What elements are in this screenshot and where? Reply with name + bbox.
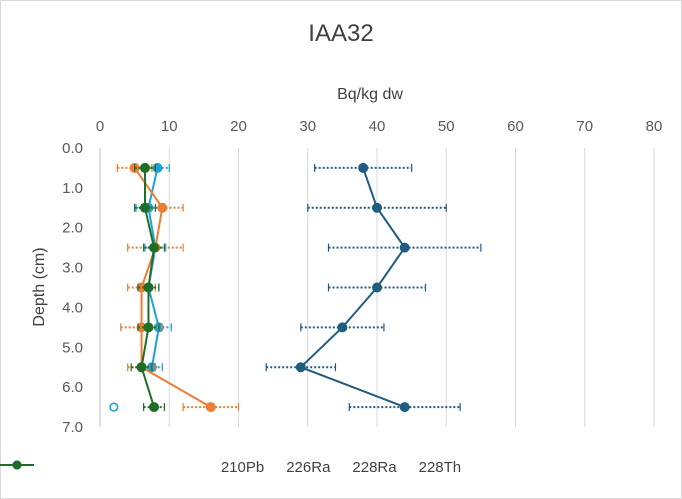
y-tick-label: 5.0 [62,339,83,356]
x-tick-label: 70 [576,118,593,135]
x-tick-label: 80 [646,118,663,135]
data-point-210pb [358,162,369,173]
data-point-228th [149,242,160,253]
data-point-228th [143,322,154,333]
x-tick-label: 10 [161,118,178,135]
y-tick-label: 0.0 [62,140,83,157]
data-point-228ra [205,402,216,413]
y-tick-label: 2.0 [62,220,83,237]
legend-label: 226Ra [286,459,331,476]
data-point-228th [149,402,160,413]
y-tick-label: 7.0 [62,419,83,436]
y-tick-label: 1.0 [62,180,83,197]
x-tick-label: 40 [369,118,386,135]
y-tick-label: 3.0 [62,260,83,277]
data-point-228th [140,202,151,213]
data-point-210pb [337,322,348,333]
data-point-210pb [372,282,382,293]
data-point-228ra [157,202,168,213]
data-point-226ra [152,162,163,173]
x-tick-label: 60 [507,118,524,135]
data-point-228th [136,362,147,373]
x-tick-label: 30 [299,118,316,135]
chart-title: IAA32 [308,20,374,47]
x-axis-label: Bq/kg dw [337,86,403,103]
data-point-228th [143,282,154,293]
legend-item-228ra: 228Ra [0,459,397,476]
y-tick-label: 6.0 [62,379,83,396]
data-point-210pb [399,242,410,253]
legend: 210Pb 226Ra 228Ra 228Th [0,459,682,476]
data-point-210pb [295,362,306,373]
legend-swatch-228th [0,460,34,470]
legend-item-226ra: 226Ra [0,459,331,476]
data-point-210pb [399,402,410,413]
legend-item-228th: 228Th [0,459,462,476]
outlier-point-226ra [109,402,119,412]
data-point-210pb [372,202,382,213]
x-tick-label: 50 [438,118,455,135]
legend-item-210pb: 210Pb [0,459,265,476]
x-tick-label: 0 [96,118,104,135]
legend-label: 210Pb [220,459,265,476]
data-point-228th [140,162,151,173]
x-tick-label: 20 [230,118,247,135]
y-tick-label: 4.0 [62,299,83,316]
series-line-226ra [147,167,160,368]
legend-label: 228Th [418,459,462,476]
legend-label: 228Ra [352,459,397,476]
